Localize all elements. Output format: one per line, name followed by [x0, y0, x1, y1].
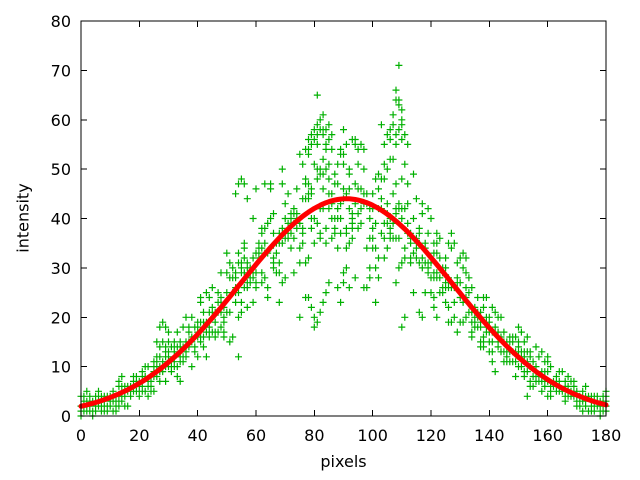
- y-tick-label: 80: [51, 12, 71, 31]
- x-tick-label: 160: [532, 426, 563, 445]
- x-tick-label: 120: [416, 426, 447, 445]
- x-tick-label: 20: [129, 426, 149, 445]
- x-tick-label: 100: [357, 426, 388, 445]
- axis-ticks: [80, 20, 607, 417]
- y-tick-label: 60: [51, 111, 71, 130]
- y-tick-label: 50: [51, 160, 71, 179]
- x-tick-label: 140: [474, 426, 505, 445]
- x-tick-label: 80: [304, 426, 324, 445]
- y-tick-label: 0: [61, 407, 71, 426]
- y-tick-label: 30: [51, 259, 71, 278]
- y-tick-label: 10: [51, 358, 71, 377]
- y-tick-label: 20: [51, 308, 71, 327]
- y-axis-title: intensity: [13, 183, 33, 253]
- fit-curve: [78, 196, 609, 409]
- x-tick-label: 0: [76, 426, 86, 445]
- x-tick-label: 60: [246, 426, 266, 445]
- y-tick-label: 70: [51, 61, 71, 80]
- x-axis-title: pixels: [320, 452, 367, 471]
- x-tick-label: 180: [591, 426, 622, 445]
- x-tick-label: 40: [187, 426, 207, 445]
- y-tick-label: 40: [51, 210, 71, 229]
